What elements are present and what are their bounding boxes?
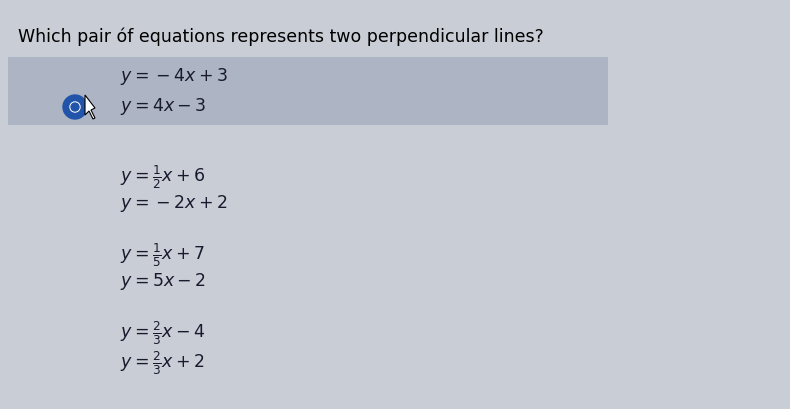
Text: $y = 5x - 2$: $y = 5x - 2$ [120,270,206,291]
Text: $y = -4x + 3$: $y = -4x + 3$ [120,66,228,87]
Text: Which pair óf equations represents two perpendicular lines?: Which pair óf equations represents two p… [18,28,544,46]
Circle shape [71,104,79,112]
Text: $y = -2x + 2$: $y = -2x + 2$ [120,193,228,213]
Polygon shape [85,96,95,120]
Circle shape [70,103,80,113]
FancyBboxPatch shape [8,58,608,126]
Text: $y = \frac{2}{3}x + 2$: $y = \frac{2}{3}x + 2$ [120,348,205,376]
Text: $y = \frac{2}{3}x - 4$: $y = \frac{2}{3}x - 4$ [120,318,205,346]
Text: $y = \frac{1}{2}x + 6$: $y = \frac{1}{2}x + 6$ [120,163,205,190]
Text: $y = 4x - 3$: $y = 4x - 3$ [120,96,206,117]
Text: $y = \frac{1}{5}x + 7$: $y = \frac{1}{5}x + 7$ [120,240,205,268]
Circle shape [63,96,87,120]
